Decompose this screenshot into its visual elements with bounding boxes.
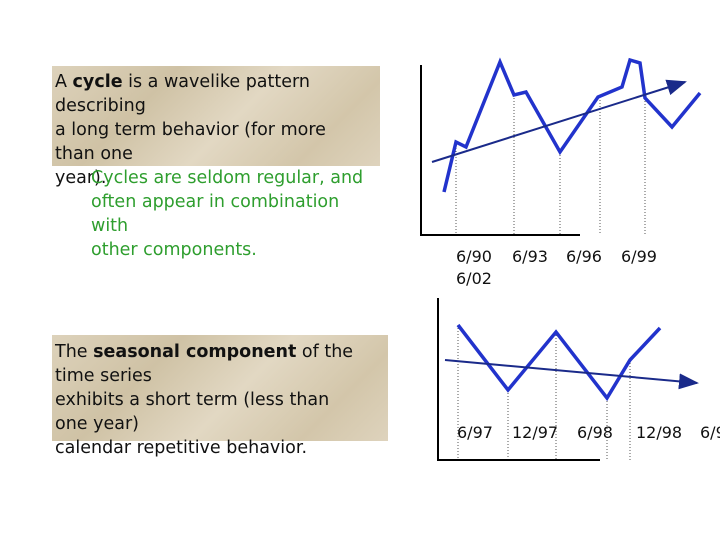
- text-line: time series: [55, 366, 152, 386]
- axis-label: 6/98: [577, 423, 613, 442]
- axis-label: 6/90: [456, 247, 492, 266]
- axis-label: 6/9: [700, 423, 720, 442]
- text-line: calendar repetitive behavior.: [55, 438, 308, 458]
- text-line: with: [91, 216, 129, 236]
- cycle-text: A cycle is a wavelike pattern describing…: [55, 70, 326, 190]
- text-line: exhibits a short term (less than: [55, 390, 330, 410]
- axis-label: 6/99: [621, 247, 657, 266]
- text: is a wavelike pattern: [122, 72, 310, 92]
- text: of the: [296, 342, 354, 362]
- text-line: A cycle is a wavelike pattern: [55, 70, 326, 94]
- text-line: often appear in combination: [91, 192, 340, 212]
- axis-label: 6/97: [457, 423, 493, 442]
- axis-label: 6/96: [566, 247, 602, 266]
- term: cycle: [72, 72, 123, 92]
- text-line: describing: [55, 96, 146, 116]
- cycle-note: Cycles are seldom regular, and often app…: [91, 166, 363, 262]
- axis-label: 6/93: [512, 247, 548, 266]
- cycle-background: [52, 66, 380, 166]
- text-line: The seasonal component of the: [55, 340, 353, 364]
- text-line: one year): [55, 414, 139, 434]
- seasonal-text: The seasonal component of the time serie…: [55, 340, 353, 460]
- seasonal-chart: 6/97 12/97 6/98 12/98 6/9: [437, 298, 720, 461]
- text-line: year).: [55, 168, 107, 188]
- text-line: than one: [55, 144, 133, 164]
- text: A: [55, 72, 73, 92]
- cycle-chart: 6/90 6/93 6/96 6/99 6/02: [420, 57, 702, 288]
- axis-label: 12/97: [512, 423, 558, 442]
- text-line: Cycles are seldom regular, and: [91, 168, 364, 188]
- text: The: [55, 342, 94, 362]
- axis-label: 6/02: [456, 269, 492, 288]
- seasonal-background: [52, 335, 388, 441]
- axis-label: 12/98: [636, 423, 682, 442]
- text-line: a long term behavior (for more: [55, 120, 326, 140]
- text-line: other components.: [91, 240, 257, 260]
- term: seasonal component: [93, 342, 297, 362]
